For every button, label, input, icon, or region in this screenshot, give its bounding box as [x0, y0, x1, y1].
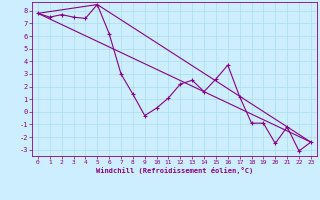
X-axis label: Windchill (Refroidissement éolien,°C): Windchill (Refroidissement éolien,°C) — [96, 167, 253, 174]
